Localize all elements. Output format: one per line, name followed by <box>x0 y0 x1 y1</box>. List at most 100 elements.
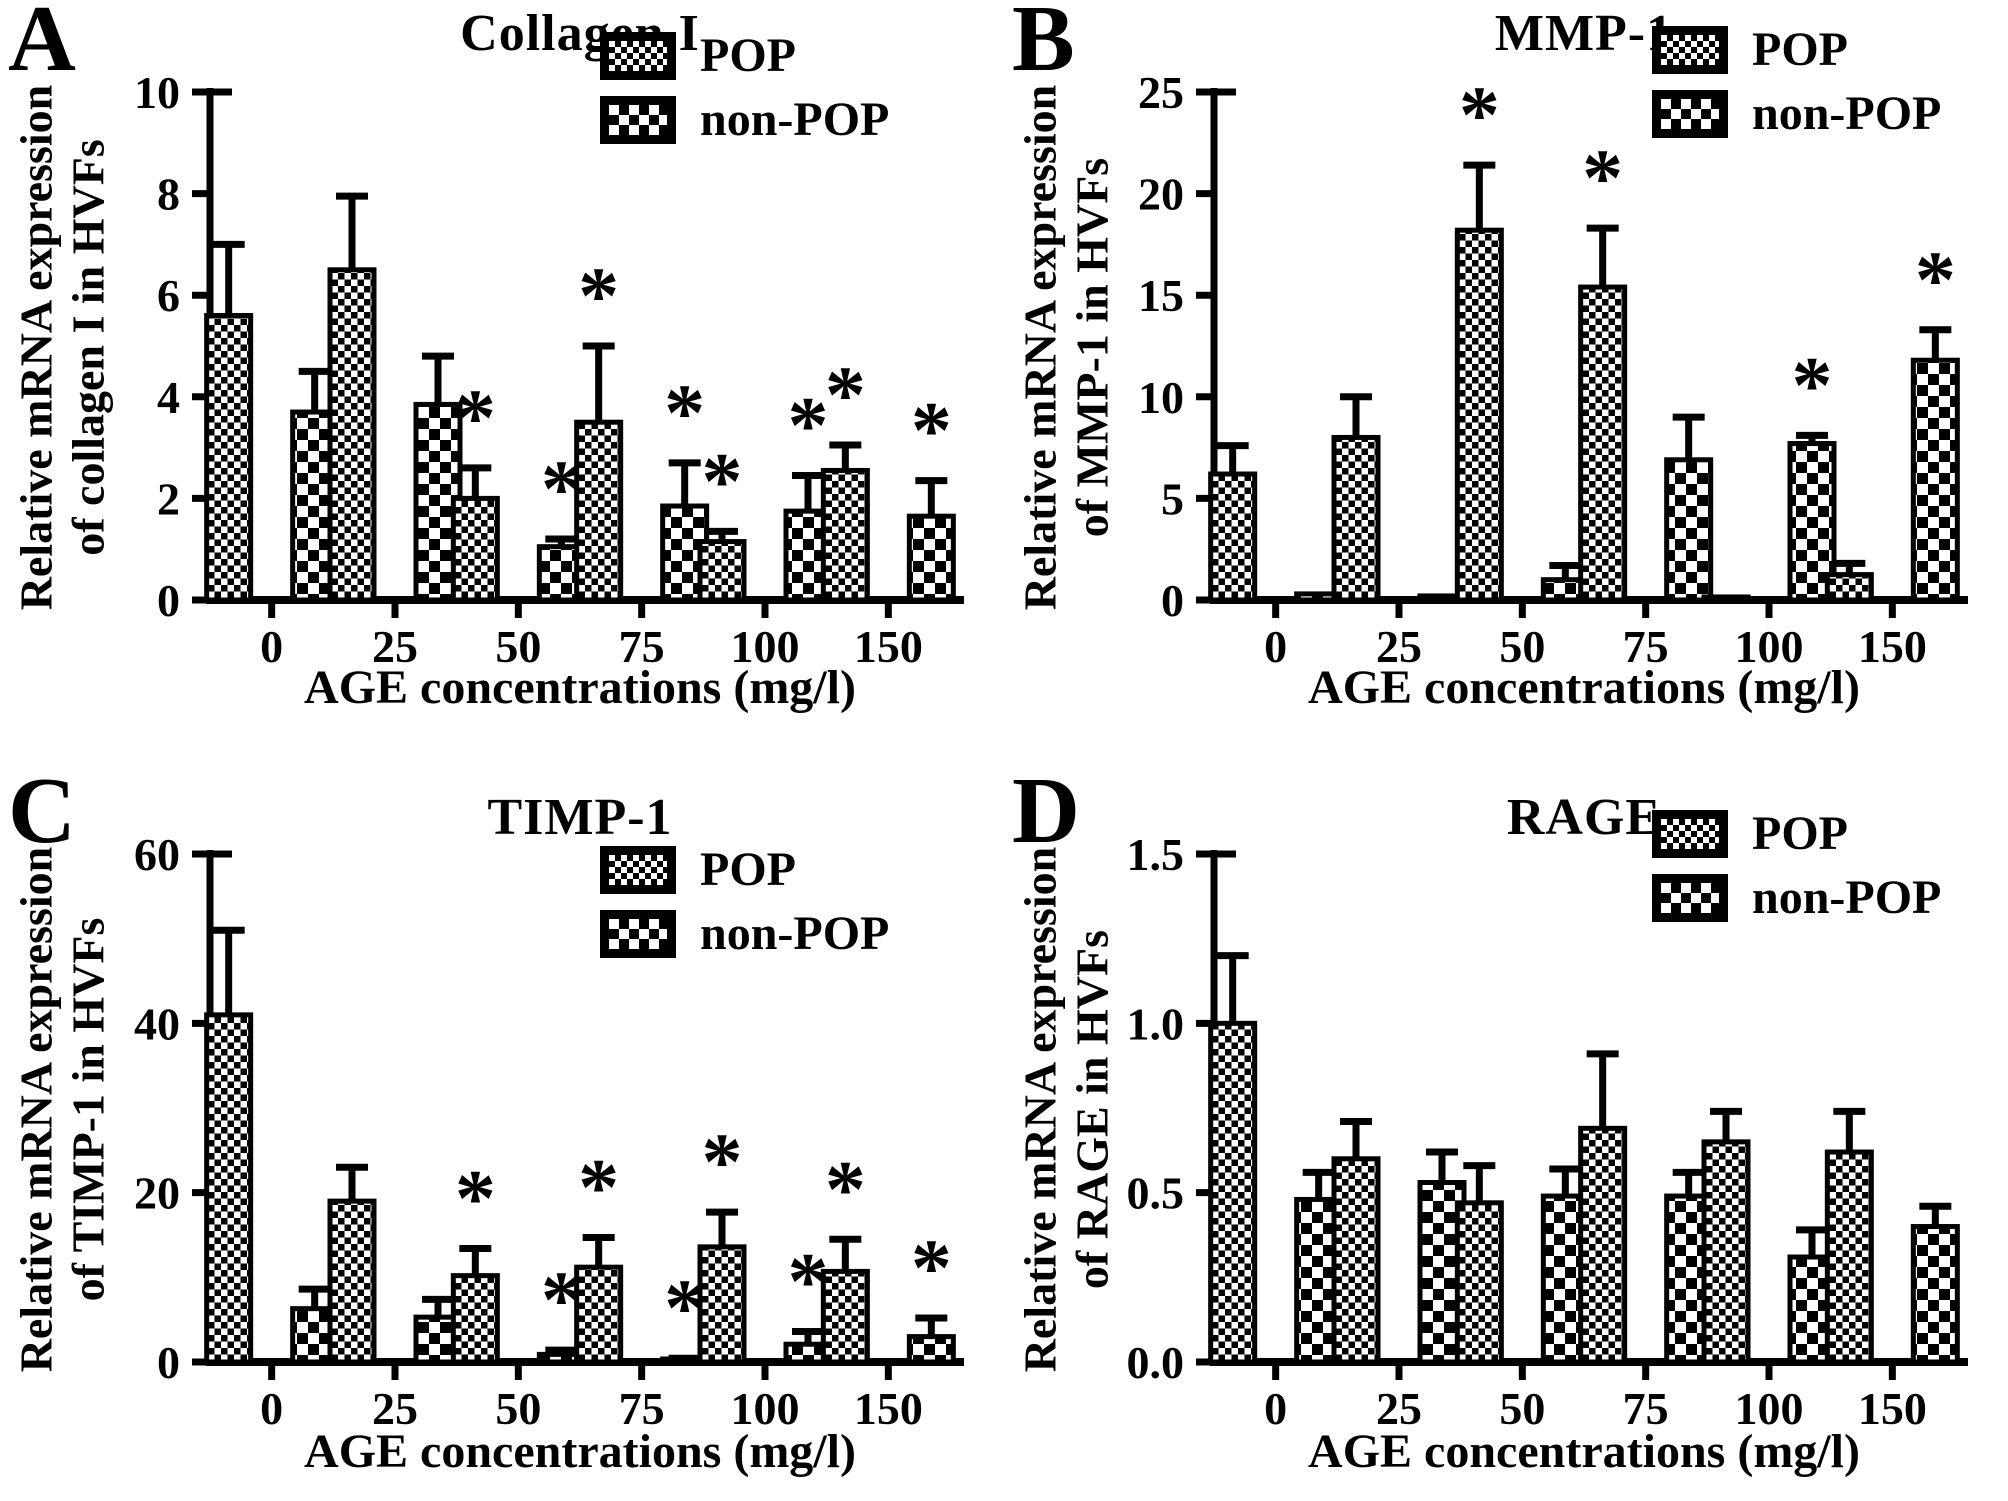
panel-collagen-1: 0 2 4 6 8 10 0 25 50 * * 75 * * 100 * * 150 * * A Collagen … <box>0 0 1004 751</box>
panel-timp-1: 0 20 40 60 0 25 50 * * 75 * * 100 * * 150 * * C TIMP-1 PO… <box>0 750 1004 1501</box>
bar-pop-150 <box>820 1268 870 1365</box>
y-tick-label: 10 <box>134 67 180 118</box>
y-tick-label: 1.5 <box>1127 829 1185 880</box>
x-axis-label: AGE concentrations (mg/l) <box>1308 661 1860 714</box>
bar-pop-0 <box>1208 471 1258 603</box>
x-tick-label: 100 <box>1735 1383 1804 1434</box>
y-tick-label: 2 <box>157 473 180 524</box>
bar-pop-50 <box>450 1273 500 1365</box>
significance-asterisk: * <box>578 250 619 341</box>
x-tick-label: 0 <box>1264 1383 1287 1434</box>
legend-item-pop: POP <box>600 32 889 80</box>
x-tick-label: 75 <box>1623 621 1669 672</box>
bar-pop-25 <box>1331 1156 1381 1365</box>
non-pop-pattern-swatch <box>600 910 676 958</box>
bar-pop-100 <box>1701 594 1751 603</box>
chart-title: TIMP-1 <box>487 789 673 846</box>
panel-rage: 0.0 0.5 1.0 1.5 0 25 50 75 100 150 D RAGE POP non… <box>1004 750 2008 1501</box>
bar-pop-100 <box>1701 1139 1751 1365</box>
panel-letter: A <box>8 0 76 91</box>
x-tick-label: 25 <box>1376 621 1422 672</box>
legend: POP non-POP <box>600 846 889 958</box>
pop-pattern-swatch <box>600 846 676 894</box>
bar-pop-150 <box>1824 1149 1874 1365</box>
x-tick-label: 100 <box>1735 621 1804 672</box>
legend-label: POP <box>700 29 796 82</box>
legend-item-non-pop: non-POP <box>1652 874 1941 922</box>
y-tick-label: 0.0 <box>1127 1337 1185 1388</box>
bar-pop-0 <box>204 1012 254 1365</box>
bar-pop-75 <box>574 419 624 603</box>
bar-non-pop-150 <box>1910 357 1960 603</box>
x-tick-label: 100 <box>731 1383 800 1434</box>
bar-pop-50 <box>450 495 500 603</box>
legend-label: non-POP <box>700 907 890 960</box>
significance-asterisk: * <box>578 1142 619 1233</box>
legend-item-pop: POP <box>1652 26 1941 74</box>
x-tick-label: 0 <box>260 1383 283 1434</box>
legend-item-non-pop: non-POP <box>600 910 889 958</box>
panel-letter: B <box>1012 0 1075 91</box>
bar-pop-25 <box>327 267 377 603</box>
y-tick-label: 20 <box>134 1168 180 1219</box>
panel-letter: C <box>8 759 76 863</box>
bar-pop-150 <box>1824 572 1874 603</box>
non-pop-pattern-swatch <box>1652 90 1728 138</box>
bar-pop-75 <box>1578 1125 1628 1365</box>
legend-item-pop: POP <box>1652 810 1941 858</box>
x-tick-label: 25 <box>372 621 418 672</box>
pop-pattern-swatch <box>1652 810 1728 858</box>
x-tick-label: 100 <box>731 621 800 672</box>
y-tick-label: 40 <box>134 998 180 1049</box>
bar-non-pop-150 <box>1910 1224 1960 1365</box>
y-tick-label: 6 <box>157 270 180 321</box>
significance-asterisk: * <box>702 1116 743 1207</box>
pop-pattern-swatch <box>600 32 676 80</box>
y-tick-label: 0 <box>157 575 180 626</box>
bar-pop-25 <box>1331 434 1381 603</box>
y-axis-label: Relative mRNA expression of collagen I i… <box>10 84 113 611</box>
significance-asterisk: * <box>664 367 705 458</box>
legend-label: non-POP <box>1752 87 1942 140</box>
y-tick-label: 0 <box>157 1337 180 1388</box>
non-pop-pattern-swatch <box>600 96 676 144</box>
x-tick-label: 25 <box>1376 1383 1422 1434</box>
bar-non-pop-75 <box>1664 457 1714 603</box>
significance-asterisk: * <box>455 1153 496 1244</box>
y-tick-label: 20 <box>1138 169 1184 220</box>
significance-asterisk: * <box>702 435 743 526</box>
bar-pop-100 <box>697 539 747 603</box>
significance-asterisk: * <box>911 1222 952 1313</box>
legend-label: POP <box>700 843 796 896</box>
x-tick-label: 50 <box>1499 1383 1545 1434</box>
bar-pop-100 <box>697 1244 747 1365</box>
y-axis-label: Relative mRNA expression of TIMP-1 in HV… <box>10 846 113 1373</box>
y-tick-label: 1.0 <box>1127 998 1185 1049</box>
significance-asterisk: * <box>825 349 866 440</box>
y-axis-label: Relative mRNA expression of RAGE in HVFs <box>1014 846 1117 1373</box>
panel-letter: D <box>1012 759 1080 863</box>
legend-label: non-POP <box>700 93 890 146</box>
legend: POP non-POP <box>1652 26 1941 138</box>
bar-chart-mmp-1: 0 5 10 15 20 25 0 25 50 * 75 * 100 * 150 * <box>1138 67 1968 672</box>
legend-label: POP <box>1752 807 1848 860</box>
x-tick-label: 50 <box>495 621 541 672</box>
y-tick-label: 10 <box>1138 372 1184 423</box>
bar-non-pop-150 <box>906 513 956 603</box>
bar-chart-rage: 0.0 0.5 1.0 1.5 0 25 50 75 100 150 <box>1127 829 1968 1434</box>
x-tick-label: 75 <box>619 621 665 672</box>
y-tick-label: 5 <box>1161 473 1184 524</box>
x-tick-label: 25 <box>372 1383 418 1434</box>
significance-asterisk: * <box>911 385 952 476</box>
significance-asterisk: * <box>455 372 496 463</box>
legend: POP non-POP <box>1652 810 1941 922</box>
bar-non-pop-150 <box>906 1334 956 1365</box>
bar-pop-75 <box>1578 284 1628 603</box>
bar-pop-50 <box>1454 227 1504 603</box>
significance-asterisk: * <box>825 1143 866 1234</box>
bar-pop-150 <box>820 467 870 603</box>
y-tick-label: 25 <box>1138 67 1184 118</box>
legend: POP non-POP <box>600 32 889 144</box>
legend-item-non-pop: non-POP <box>600 96 889 144</box>
y-tick-label: 4 <box>157 372 180 423</box>
